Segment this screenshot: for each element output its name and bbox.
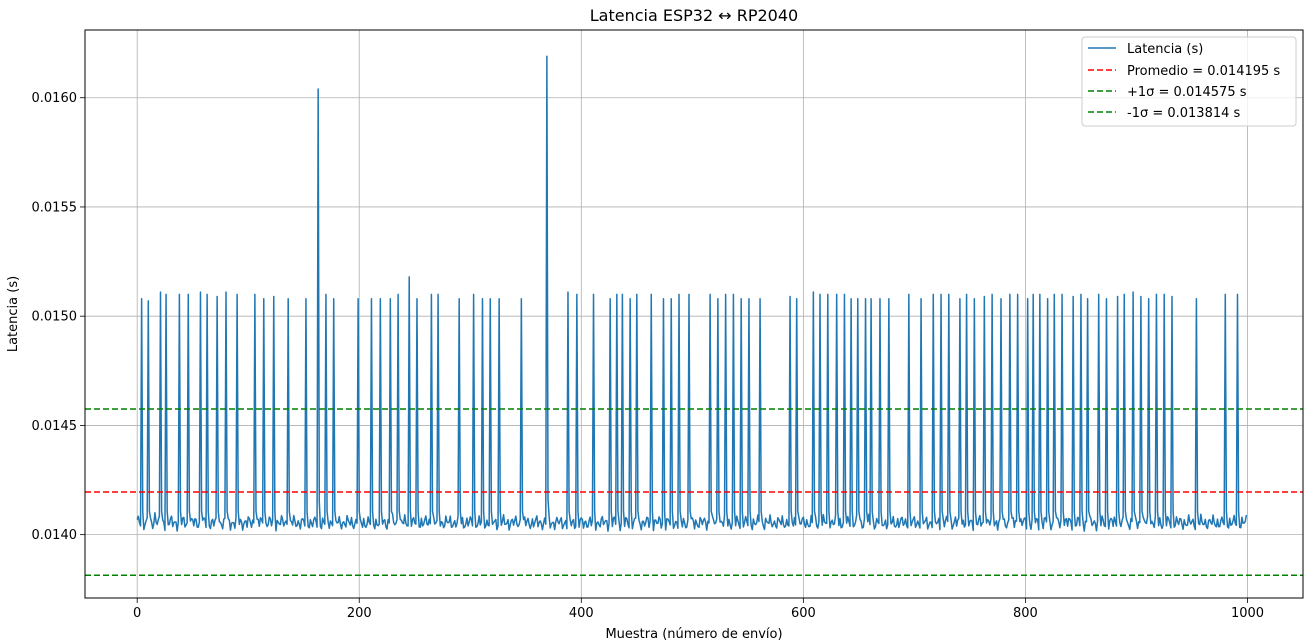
legend: Latencia (s) Promedio = 0.014195 s +1σ =… xyxy=(1081,36,1297,127)
x-tick-label: 0 xyxy=(133,606,141,621)
axes-frame xyxy=(84,29,1304,599)
y-axis-title: Latencia (s) xyxy=(6,276,21,352)
x-tick-label: 1000 xyxy=(1231,606,1264,621)
x-tick-label: 200 xyxy=(347,606,372,621)
y-tick-label: 0.0140 xyxy=(32,528,78,543)
legend-box xyxy=(1081,36,1297,127)
y-tick-label: 0.0160 xyxy=(32,91,78,106)
series-latencia-line xyxy=(136,55,1248,532)
ticks: 0 200 400 600 800 1000 0.0140 0.0145 0.0150 0.015… xyxy=(32,91,1265,621)
chart-title: Latencia ESP32 ↔ RP2040 xyxy=(590,6,798,25)
x-axis-title: Muestra (número de envío) xyxy=(605,627,782,640)
legend-label-plus-sigma: +1σ = 0.014575 s xyxy=(1127,85,1247,100)
legend-label-minus-sigma: -1σ = 0.013814 s xyxy=(1127,106,1241,121)
legend-label-promedio: Promedio = 0.014195 s xyxy=(1127,64,1280,79)
x-tick-label: 600 xyxy=(791,606,816,621)
x-tick-label: 400 xyxy=(569,606,594,621)
series-layer xyxy=(85,55,1303,577)
y-tick-label: 0.0155 xyxy=(32,200,78,215)
y-tick-label: 0.0145 xyxy=(32,419,78,434)
legend-label-latencia: Latencia (s) xyxy=(1127,42,1203,57)
y-tick-label: 0.0150 xyxy=(32,310,78,325)
x-tick-label: 800 xyxy=(1013,606,1038,621)
